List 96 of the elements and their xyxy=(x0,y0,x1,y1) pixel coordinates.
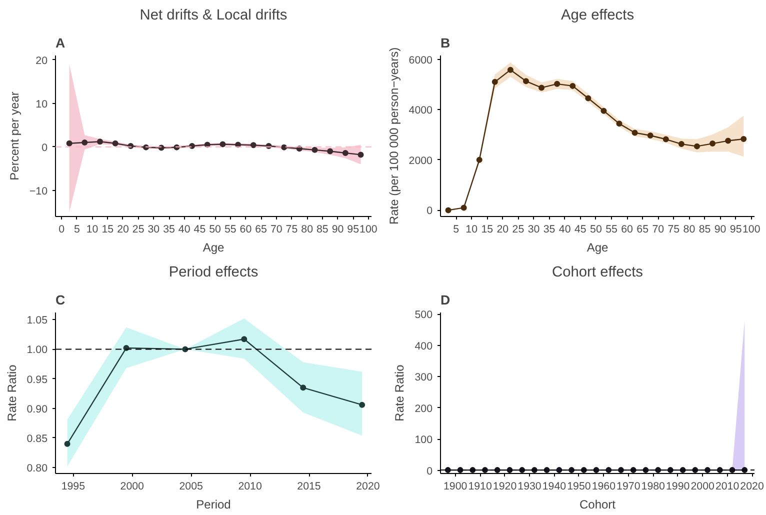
x-tick-label: 2020 xyxy=(740,480,764,492)
x-tick-label: 5 xyxy=(453,224,460,236)
chart-title: Period effects xyxy=(168,264,258,280)
y-tick-label: 0.90 xyxy=(26,403,48,416)
x-tick-label: 75 xyxy=(668,224,680,236)
x-tick-label: 1995 xyxy=(61,480,86,492)
text: B xyxy=(440,36,450,50)
x-tick-label: 15 xyxy=(102,224,114,236)
x-tick-label: 1900 xyxy=(443,480,468,492)
x-tick-label: 1940 xyxy=(542,480,566,492)
x-tick-label: 30 xyxy=(148,224,160,236)
x-tick-label: 1970 xyxy=(616,480,640,492)
x-tick-label: 10 xyxy=(466,224,478,236)
chart-title: Age effects xyxy=(560,8,634,24)
x-tick-label: 60 xyxy=(621,224,634,236)
x-tick-label: 80 xyxy=(301,224,314,236)
x-tick-label: 50 xyxy=(590,224,602,236)
x-tick-label: 2010 xyxy=(715,480,740,492)
x-tick-label: 65 xyxy=(636,224,649,236)
y-axis-title: Rate Ratio xyxy=(4,364,19,422)
x-tick-label: 30 xyxy=(528,224,540,236)
x-tick-label: 40 xyxy=(178,224,190,236)
x-tick-label: 55 xyxy=(224,224,236,236)
x-tick-label: 1950 xyxy=(567,480,591,492)
y-tick-label: 10 xyxy=(36,98,48,110)
x-tick-label: 25 xyxy=(512,224,524,236)
x-tick-label: 2000 xyxy=(120,480,144,492)
y-axis-title: Percent per year xyxy=(7,92,22,180)
x-tick-label: 1930 xyxy=(518,480,542,492)
y-tick-label: 0.85 xyxy=(26,432,48,445)
x-tick-label: 90 xyxy=(714,224,726,236)
x-tick-label: 0 xyxy=(58,224,65,236)
x-tick-label: 100 xyxy=(742,224,760,236)
x-tick-label: 70 xyxy=(270,224,282,236)
x-tick-label: 5 xyxy=(74,224,80,236)
y-tick-label: 0.80 xyxy=(26,462,48,475)
chart-title: Net drifts & Local drifts xyxy=(140,8,288,24)
x-axis-title: Period xyxy=(196,498,231,512)
y-tick-label: −10 xyxy=(29,185,48,198)
y-axis-title: Rate Ratio xyxy=(392,364,407,422)
x-tick-label: 45 xyxy=(574,224,586,236)
x-tick-label: 15 xyxy=(481,224,494,236)
x-tick-label: 100 xyxy=(360,224,378,236)
x-tick-label: 10 xyxy=(86,224,98,236)
x-axis-title: Cohort xyxy=(579,498,616,512)
x-tick-label: 25 xyxy=(132,224,144,236)
x-tick-label: 90 xyxy=(332,224,344,236)
text: A xyxy=(56,36,66,50)
chart-title: Cohort effects xyxy=(552,264,643,280)
x-tick-label: 95 xyxy=(730,224,742,236)
y-tick-label: 6000 xyxy=(408,54,433,66)
y-tick-label: 20 xyxy=(36,54,48,67)
x-tick-label: 1910 xyxy=(468,480,492,492)
y-tick-label: 500 xyxy=(414,309,433,322)
x-tick-label: 20 xyxy=(117,224,129,236)
x-axis-title: Age xyxy=(586,240,608,254)
y-tick-label: 1.05 xyxy=(26,314,48,327)
y-axis-title: Rate (per 100 000 person−years) xyxy=(386,47,401,225)
x-tick-label: 35 xyxy=(543,224,556,236)
x-tick-label: 1990 xyxy=(666,480,690,492)
y-tick-label: 100 xyxy=(414,434,433,446)
x-tick-label: 2005 xyxy=(179,480,204,492)
x-tick-label: 55 xyxy=(606,224,618,236)
x-tick-label: 80 xyxy=(683,224,696,236)
y-tick-label: 0.95 xyxy=(26,374,48,386)
x-tick-label: 2015 xyxy=(297,480,321,492)
y-tick-label: 400 xyxy=(414,340,433,352)
text: C xyxy=(56,292,66,308)
y-tick-label: 1.00 xyxy=(26,344,48,356)
x-tick-label: 60 xyxy=(240,224,252,236)
x-tick-label: 40 xyxy=(558,224,571,236)
x-tick-label: 75 xyxy=(286,224,298,236)
x-tick-label: 2020 xyxy=(356,480,380,492)
x-tick-label: 20 xyxy=(496,224,509,236)
y-tick-label: 2000 xyxy=(408,154,433,167)
y-tick-label: 300 xyxy=(414,372,433,384)
x-tick-label: 45 xyxy=(194,224,206,236)
x-tick-label: 2010 xyxy=(238,480,262,492)
x-tick-label: 50 xyxy=(209,224,222,236)
x-tick-label: 1980 xyxy=(641,480,666,492)
x-tick-label: 95 xyxy=(347,224,360,236)
x-tick-label: 1920 xyxy=(492,480,517,492)
x-tick-label: 1960 xyxy=(592,480,616,492)
y-tick-label: 0 xyxy=(42,142,48,154)
x-tick-label: 85 xyxy=(316,224,328,236)
y-tick-label: 200 xyxy=(414,402,433,415)
x-tick-label: 2000 xyxy=(690,480,715,492)
text: D xyxy=(440,292,450,308)
x-tick-label: 85 xyxy=(698,224,711,236)
x-tick-label: 65 xyxy=(255,224,268,236)
y-tick-label: 0 xyxy=(426,205,433,218)
y-tick-label: 4000 xyxy=(408,104,433,117)
y-tick-label: 0 xyxy=(426,465,433,478)
x-tick-label: 35 xyxy=(163,224,176,236)
x-axis-title: Age xyxy=(202,240,224,254)
x-tick-label: 70 xyxy=(652,224,664,236)
